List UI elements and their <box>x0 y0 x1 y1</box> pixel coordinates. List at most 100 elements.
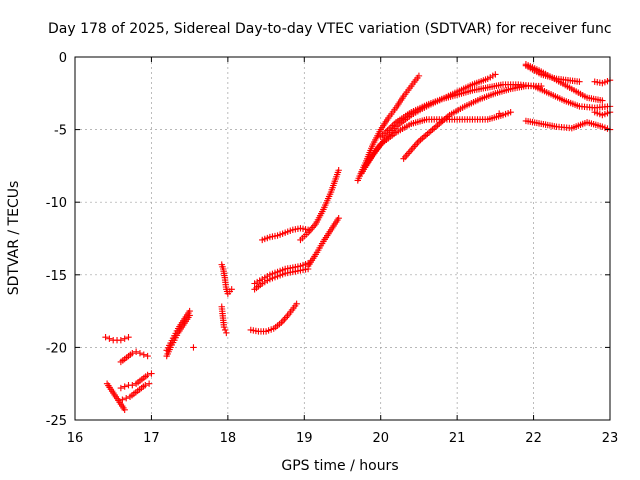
data-point-fill <box>429 126 436 133</box>
plot-frame <box>74 56 611 421</box>
data-point-fill <box>142 373 149 380</box>
data-point-fill <box>527 82 535 89</box>
chart-title: Day 178 of 2025, Sidereal Day-to-day VTE… <box>48 21 612 37</box>
data-point-fill <box>219 263 226 271</box>
data-point-fill <box>256 277 263 284</box>
data-point-fill <box>287 227 294 234</box>
x-tick-label: 16 <box>67 431 84 446</box>
data-point-fill <box>504 109 512 117</box>
y-tick-label: -15 <box>46 269 67 284</box>
data-point-fill <box>220 321 227 329</box>
data-layer <box>102 61 614 414</box>
data-point <box>106 335 113 342</box>
y-axis-label: SDTVAR / TECUs <box>6 181 22 296</box>
data-point-fill <box>222 283 230 291</box>
x-tick-label: 21 <box>449 431 466 446</box>
y-tick-label: -20 <box>46 341 67 356</box>
data-point-fill <box>482 84 489 92</box>
data-point <box>129 381 136 389</box>
data-point-fill <box>566 84 573 91</box>
data-point <box>117 336 125 344</box>
data-point <box>145 380 153 387</box>
data-point-fill <box>535 69 543 77</box>
data-point-fill <box>334 169 342 176</box>
x-tick-label: 18 <box>220 431 237 446</box>
data-point-fill <box>405 121 413 129</box>
data-point-fill <box>406 84 413 92</box>
data-point <box>102 334 109 341</box>
data-point-fill <box>399 94 406 102</box>
data-point-fill <box>284 312 291 319</box>
data-point-fill <box>383 116 391 124</box>
data-point-fill <box>334 216 341 224</box>
y-tick-label: -5 <box>54 124 67 139</box>
data-point-fill <box>319 208 326 215</box>
data-point-fill <box>459 104 466 111</box>
y-tick-label: -10 <box>46 196 67 211</box>
data-point <box>121 335 128 342</box>
data-point-fill <box>264 273 271 280</box>
data-point <box>132 348 140 355</box>
data-point-fill <box>271 269 279 277</box>
data-point-fill <box>267 326 275 333</box>
x-tick-label: 19 <box>296 431 313 446</box>
data-point-fill <box>311 222 318 229</box>
y-tick-label: -25 <box>46 414 67 429</box>
data-point <box>223 329 230 337</box>
data-point-fill <box>136 386 143 393</box>
data-point-fill <box>140 383 147 390</box>
data-point-fill <box>414 139 421 147</box>
data-point-fill <box>226 288 233 295</box>
data-point-fill <box>123 354 130 361</box>
data-point-fill <box>391 106 398 114</box>
data-point-fill <box>376 142 383 150</box>
tick-layer: 16 17 18 19 20 21 22 23 0 -5 -10 -15 -20 -25 <box>46 51 619 446</box>
data-point <box>136 350 144 357</box>
data-point-fill <box>291 302 299 310</box>
data-point-fill <box>177 321 184 328</box>
data-point-fill <box>489 72 497 80</box>
data-point-fill <box>421 102 428 110</box>
data-point-fill <box>581 93 589 100</box>
data-point-fill <box>596 96 604 104</box>
data-point-fill <box>326 228 333 235</box>
x-tick-label: 17 <box>143 431 160 446</box>
data-point <box>148 370 155 377</box>
data-point-fill <box>390 130 398 138</box>
data-point-fill <box>302 226 309 233</box>
data-point-fill <box>376 128 383 135</box>
data-point-fill <box>318 240 326 247</box>
data-point-fill <box>279 266 286 274</box>
data-point-fill <box>474 96 482 104</box>
data-point-fill <box>573 78 581 85</box>
data-point-fill <box>169 335 177 342</box>
data-point-fill <box>558 96 566 103</box>
data-point <box>140 351 147 358</box>
data-point <box>190 344 197 351</box>
data-point-fill <box>406 110 413 117</box>
grid-layer <box>75 57 610 420</box>
data-point-fill <box>276 320 283 328</box>
data-point-fill <box>326 191 334 198</box>
data-point-fill <box>481 116 489 123</box>
data-point-fill <box>294 263 302 270</box>
data-point-fill <box>482 76 489 83</box>
data-point-fill <box>138 376 146 383</box>
data-point <box>125 334 132 341</box>
data-point-fill <box>134 379 142 386</box>
y-tick-label: 0 <box>59 51 67 66</box>
data-point <box>144 352 151 360</box>
data-point <box>123 395 130 402</box>
data-point-fill <box>166 342 173 349</box>
data-point-fill <box>391 120 398 128</box>
data-point-fill <box>551 74 558 82</box>
data-point-fill <box>221 326 229 334</box>
data-point <box>121 383 128 390</box>
data-point-fill <box>467 87 474 95</box>
data-point-fill <box>271 232 279 240</box>
data-point-fill <box>119 357 126 364</box>
data-point-fill <box>173 327 181 335</box>
data-point-fill <box>185 309 192 317</box>
x-tick-label: 23 <box>602 431 619 446</box>
data-point-fill <box>127 351 134 358</box>
